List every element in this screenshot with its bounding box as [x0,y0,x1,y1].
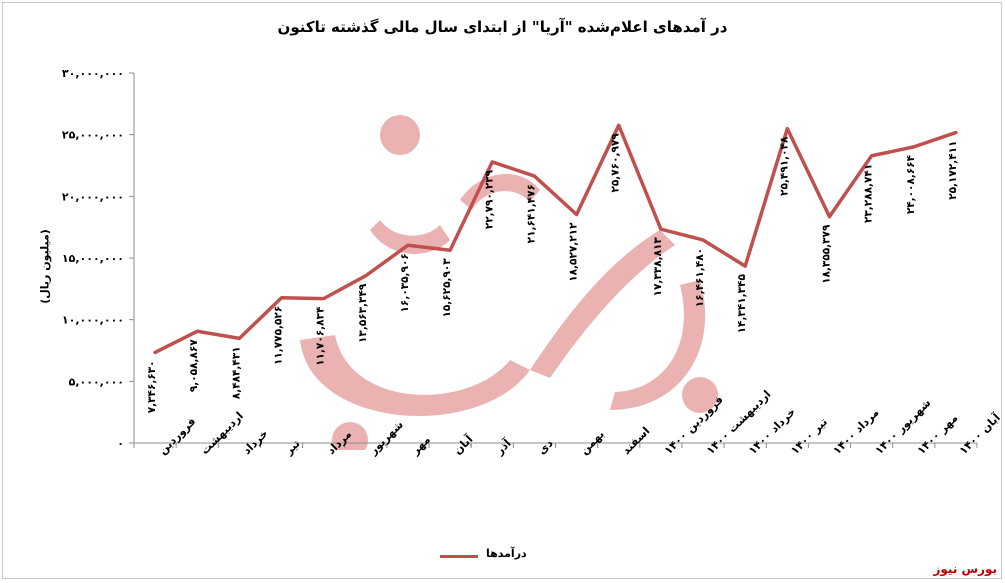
data-label: ۲۳,۲۸۸,۷۴۱ [863,164,875,223]
data-label: ۲۱,۶۴۱,۴۷۶ [525,184,537,243]
data-label: ۲۵,۷۶۰,۹۷۹ [610,133,622,193]
brand-label: بورس نیوز [933,562,997,576]
data-label: ۲۵,۴۹۱,۰۴۸ [778,136,790,196]
x-tick-label: آبان ۱۴۰۰ [956,410,1003,457]
data-label: ۲۵,۱۷۲,۴۱۱ [947,141,959,200]
y-tick-label: ۲۵,۰۰۰,۰۰۰ [62,129,124,142]
y-tick-label: ۵,۰۰۰,۰۰۰ [69,375,124,388]
data-label: ۱۶,۰۳۵,۹۰۶ [399,253,411,312]
y-tick-label: ۳۰,۰۰۰,۰۰۰ [62,67,124,80]
x-tick-label: دی [535,437,556,458]
data-label: ۱۴,۳۴۱,۳۴۵ [736,274,748,334]
chart-title: در آمدهای اعلام‌شده "آریا" از ابتدای سال… [277,18,728,36]
data-label: ۱۷,۳۳۸,۸۱۳ [652,237,664,297]
y-tick-label: ۲۰,۰۰۰,۰۰۰ [62,190,124,203]
y-tick-label: ۱۵,۰۰۰,۰۰۰ [62,252,124,265]
data-label: ۲۴,۰۰۸,۶۶۴ [905,154,917,214]
x-tick-label: تیر ۱۴۰۰ [788,415,830,457]
data-label: ۱۸,۳۵۵,۳۷۹ [820,224,832,284]
x-tick-label: مرداد [325,428,354,457]
x-tick-label: مهر ۱۴۰۰ [915,411,961,457]
data-label: ۹,۰۵۸,۸۶۷ [188,339,200,392]
x-tick-label: آبان [450,432,475,457]
x-tick-label: شهریور [366,418,406,458]
series-layer [153,123,958,355]
legend-label: درآمدها [486,547,527,560]
x-tick-label: تیر [282,437,303,458]
data-label: ۱۳,۵۶۳,۳۴۹ [357,283,369,343]
x-tick-label: فروردین [156,415,198,457]
x-tick-label: خرداد [240,427,270,457]
data-label: ۱۵,۶۲۵,۹۰۳ [441,258,453,318]
data-label: ۱۱,۷۰۶,۸۳۴ [315,306,327,366]
y-axis: ۰ ۵,۰۰۰,۰۰۰ ۱۰,۰۰۰,۰۰۰ ۱۵,۰۰۰,۰۰۰ ۲۰,۰۰۰,۰۰۰… [62,67,135,450]
data-label: ۱۶,۴۶۱,۴۸۰ [694,248,706,307]
y-tick-label: ۱۰,۰۰۰,۰۰۰ [62,314,124,327]
legend: درآمدها [440,547,570,565]
data-label: ۱۱,۷۷۵,۵۲۶ [273,306,285,365]
x-tick-label: مهر [408,433,433,458]
data-label: ۷,۳۴۶,۶۳۰ [146,360,158,413]
x-tick-label: آذر [492,436,514,458]
y-tick-label: ۰ [117,437,124,450]
x-tick-label: اسفند [620,424,653,457]
data-label: ۸,۴۸۴,۴۳۱ [230,346,242,399]
legend-swatch [440,555,478,558]
x-tick-label: بهمن [578,428,607,457]
x-tick-label: اردیبهشت [198,409,246,457]
data-label: ۲۲,۷۹۰,۲۳۹ [483,169,495,229]
series-line-revenue [153,123,958,355]
data-label-layer: ۷,۳۴۶,۶۳۰ ۹,۰۵۸,۸۶۷ ۸,۴۸۴,۴۳۱ ۱۱,۷۷۵,۵۲۶ ۱۱,… [146,133,959,414]
data-label: ۱۸,۵۲۷,۲۱۲ [568,222,580,282]
